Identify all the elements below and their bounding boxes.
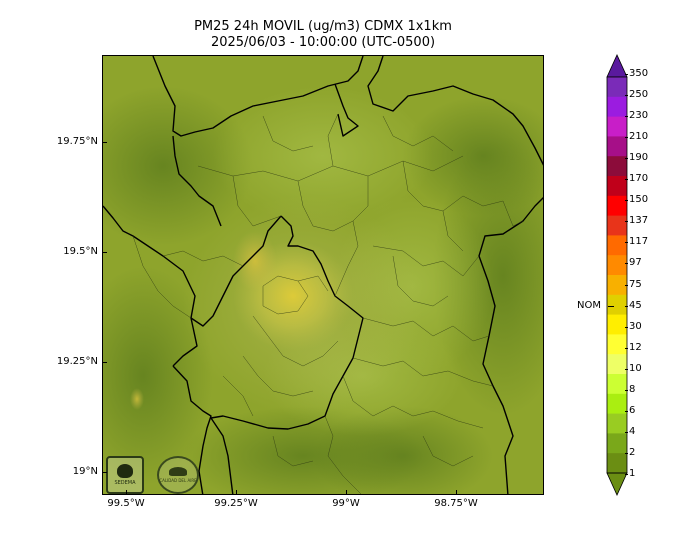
colorbar-tick-label: 6 xyxy=(629,404,636,416)
chart-title-line-1: PM25 24h MOVIL (ug/m3) CDMX 1x1km xyxy=(194,19,452,34)
colorbar-segment xyxy=(607,136,627,157)
colorbar-tick-label: 30 xyxy=(629,320,642,332)
colorbar-segment xyxy=(607,374,627,395)
lon-label-98-75: 98.75°W xyxy=(434,498,478,509)
colorbar-segment xyxy=(607,96,627,118)
colorbar-segment xyxy=(607,413,627,434)
colorbar-segment xyxy=(607,235,627,256)
lat-label-19-75: 19.75°N xyxy=(56,136,98,147)
colorbar-tick xyxy=(625,284,628,286)
colorbar-segment xyxy=(607,215,627,236)
lon-label-99-25: 99.25°W xyxy=(214,498,258,509)
colorbar-tick xyxy=(625,200,628,202)
colorbar-tick xyxy=(625,263,628,265)
colorbar-tick-label: 117 xyxy=(629,236,649,248)
colorbar-tick xyxy=(625,410,628,412)
colorbar-tick xyxy=(625,179,628,181)
lon-tick xyxy=(456,490,457,495)
colorbar-segment xyxy=(607,433,627,454)
colorbar-tick-label: 190 xyxy=(629,152,649,164)
chart-title-line-2: 2025/06/03 - 10:00:00 (UTC-0500) xyxy=(210,35,436,50)
lat-tick xyxy=(102,472,107,473)
colorbar-tick xyxy=(625,95,628,97)
lat-label-19-5: 19.5°N xyxy=(63,246,98,257)
colorbar-tick xyxy=(625,158,628,160)
colorbar-segment xyxy=(607,334,627,355)
colorbar-tick-label: 230 xyxy=(629,110,649,122)
colorbar-tick xyxy=(625,116,628,118)
colorbar-tick xyxy=(625,242,628,244)
colorbar-tick-label: 4 xyxy=(629,425,636,437)
sedema-logo-text: SEDEMA xyxy=(114,480,136,486)
colorbar-frame xyxy=(606,76,628,474)
lat-tick xyxy=(102,362,107,363)
colorbar-segment xyxy=(607,393,627,415)
lon-label-99-5: 99.5°W xyxy=(107,498,145,509)
colorbar-tick-label: 150 xyxy=(629,194,649,206)
colorbar-tick xyxy=(625,74,628,75)
colorbar-segment xyxy=(607,195,627,217)
lon-tick xyxy=(236,490,237,495)
colorbar-top-cap xyxy=(606,54,628,78)
calidad-aire-logo-text: CALIDAD DEL AIRE xyxy=(159,478,197,483)
municipal-boundaries xyxy=(132,113,524,494)
colorbar-segment xyxy=(607,275,627,296)
colorbar-tick-label: 250 xyxy=(629,89,649,101)
colorbar-segment xyxy=(607,116,627,137)
colorbar-tick xyxy=(625,389,628,391)
colorbar-tick xyxy=(625,137,628,139)
colorbar-tick-label: 350 xyxy=(629,68,649,79)
colorbar-tick xyxy=(625,221,628,223)
lat-label-19-25: 19.25°N xyxy=(56,356,98,367)
lat-tick xyxy=(102,142,107,143)
colorbar-segment xyxy=(607,354,627,375)
lat-tick xyxy=(102,252,107,253)
colorbar-tick xyxy=(625,368,628,370)
colorbar-tick-label: 210 xyxy=(629,131,649,143)
colorbar-segment xyxy=(607,294,627,316)
colorbar-segment xyxy=(607,255,627,276)
colorbar-tick xyxy=(625,347,628,349)
colorbar-tick-label: 45 xyxy=(629,299,642,311)
colorbar-tick-label: 170 xyxy=(629,173,649,185)
lat-label-19: 19°N xyxy=(72,466,98,477)
lon-tick xyxy=(346,490,347,495)
colorbar-tick-label: 12 xyxy=(629,341,642,353)
colorbar-tick xyxy=(625,431,628,433)
colorbar-tick-label: 137 xyxy=(629,215,649,227)
map-canvas xyxy=(103,56,543,494)
colorbar-segment xyxy=(607,156,627,177)
nom-label: NOM xyxy=(577,300,601,311)
colorbar-tick-label: 1 xyxy=(629,468,636,479)
colorbar-tick-label: 75 xyxy=(629,278,642,290)
lon-label-99: 99°W xyxy=(332,498,360,509)
sedema-logo: SEDEMA xyxy=(106,456,144,494)
colorbar-tick xyxy=(625,474,628,475)
state-boundaries xyxy=(103,56,543,494)
colorbar-graphic xyxy=(606,54,628,496)
colorbar-segment xyxy=(607,314,627,335)
colorbar-tick xyxy=(625,452,628,454)
calidad-aire-logo: CALIDAD DEL AIRE xyxy=(157,456,199,494)
colorbar-tick xyxy=(625,305,628,307)
map-panel: SEDEMA CALIDAD DEL AIRE xyxy=(102,55,544,495)
colorbar-bottom-cap xyxy=(606,472,628,496)
colorbar-segment xyxy=(607,176,627,197)
colorbar-tick-label: 8 xyxy=(629,383,636,395)
colorbar-tick-label: 97 xyxy=(629,257,642,269)
colorbar-segment xyxy=(607,77,627,98)
sedema-logo-icon xyxy=(117,464,133,478)
colorbar-segment xyxy=(607,453,627,474)
calidad-aire-logo-icon xyxy=(169,467,187,476)
colorbar-tick-label: 10 xyxy=(629,362,642,374)
colorbar-tick-label: 2 xyxy=(629,446,636,458)
lon-tick xyxy=(126,490,127,495)
nom-marker xyxy=(608,306,614,307)
colorbar xyxy=(606,54,628,496)
colorbar-tick xyxy=(625,326,628,328)
